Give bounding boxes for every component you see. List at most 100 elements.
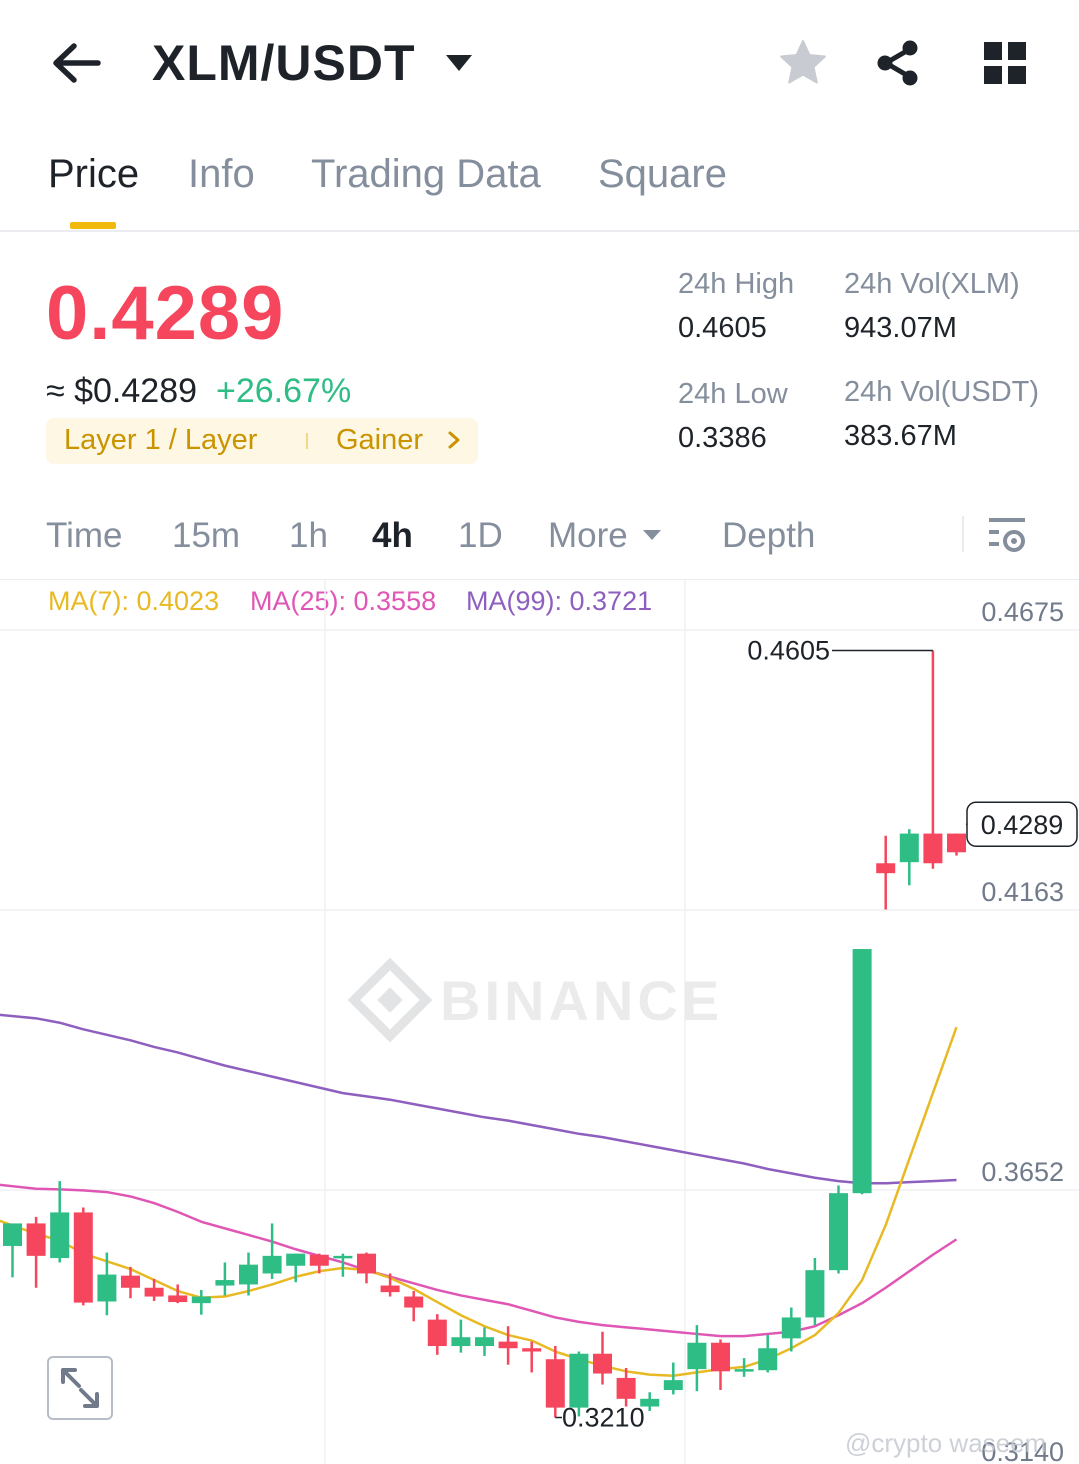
expand-icon — [61, 1368, 99, 1408]
ma99-line — [0, 1013, 957, 1185]
candle-body-up — [781, 1317, 801, 1339]
tab-square[interactable]: Square — [598, 152, 727, 196]
tag-gainer-label: Gainer — [336, 424, 424, 456]
candle-body-up — [899, 833, 919, 863]
volume-base-value: 943.07M — [844, 312, 957, 344]
candle-body-up — [3, 1223, 22, 1246]
chart-settings-icon[interactable] — [986, 514, 1028, 556]
grid-icon[interactable] — [984, 42, 1026, 84]
depth-tab[interactable]: Depth — [722, 516, 816, 555]
candle-body-up — [805, 1270, 825, 1318]
interval-1h[interactable]: 1h — [289, 516, 328, 555]
tab-bar: Price Info Trading Data Square — [0, 140, 1079, 232]
price-axis-tick: 0.4163 — [981, 877, 1064, 907]
candle-body-down — [876, 863, 896, 874]
candle-body-up — [333, 1255, 353, 1259]
candle-body-up — [451, 1337, 471, 1347]
price-axis-tick: 0.3652 — [981, 1157, 1064, 1187]
candle-body-up — [286, 1253, 306, 1266]
candle-body-down — [26, 1223, 46, 1256]
price-axis-tick: 0.4675 — [981, 597, 1064, 627]
candle-body-down — [404, 1296, 424, 1308]
candle-body-up — [687, 1342, 707, 1370]
candles — [3, 650, 966, 1418]
candle-body-up — [191, 1296, 211, 1304]
interval-time[interactable]: Time — [46, 516, 123, 555]
ma7-line — [0, 1026, 958, 1377]
interval-4h[interactable]: 4h — [372, 516, 413, 555]
star-icon[interactable] — [778, 38, 828, 88]
candle-body-up — [734, 1369, 754, 1372]
candle-body-up — [852, 949, 872, 1194]
candle-body-down — [498, 1341, 518, 1349]
candle-body-up — [215, 1280, 235, 1286]
chart-watermark-text: BINANCE — [440, 969, 723, 1032]
candle-body-down — [73, 1212, 93, 1303]
candle-body-down — [380, 1285, 400, 1293]
candle-body-down — [309, 1254, 329, 1266]
interval-divider — [962, 516, 964, 552]
candle-body-up — [239, 1264, 258, 1285]
tag-divider — [306, 433, 308, 449]
volume-quote-value: 383.67M — [844, 420, 957, 452]
candle-body-down — [545, 1359, 565, 1408]
candle-body-up — [663, 1380, 683, 1391]
candle-body-up — [640, 1398, 660, 1407]
usd-price: ≈ $0.4289 — [46, 372, 198, 410]
ma7-label: MA(7): 0.4023 — [48, 586, 220, 616]
tab-info[interactable]: Info — [188, 152, 255, 196]
tab-price[interactable]: Price — [48, 152, 140, 196]
chevron-right-icon — [448, 431, 460, 449]
corner-watermark: @crypto waseem — [845, 1428, 1047, 1458]
interval-more[interactable]: More — [548, 516, 628, 555]
low-marker-label: 0.3210 — [562, 1403, 645, 1433]
candle-body-down — [427, 1319, 447, 1347]
candle-body-up — [475, 1337, 494, 1347]
volume-quote-label: 24h Vol(USDT) — [844, 376, 1040, 408]
high-label: 24h High — [678, 268, 795, 300]
tag-category-label: Layer 1 / Layer — [64, 424, 258, 456]
high-value: 0.4605 — [678, 312, 767, 344]
high-marker-label: 0.4605 — [747, 635, 830, 665]
candle-body-up — [569, 1353, 589, 1408]
pair-title[interactable]: XLM/USDT — [152, 35, 416, 91]
share-icon[interactable] — [874, 38, 924, 88]
caret-down-icon[interactable] — [642, 528, 662, 542]
ma99-label: MA(99): 0.3721 — [466, 586, 653, 616]
candle-body-down — [144, 1287, 164, 1297]
candle-body-down — [616, 1377, 636, 1399]
candle-body-down — [593, 1353, 612, 1374]
back-arrow-icon[interactable] — [50, 40, 102, 86]
ma25-label: MA(25): 0.3558 — [250, 586, 437, 616]
last-price: 0.4289 — [46, 271, 285, 356]
candle-body-up — [758, 1348, 778, 1371]
candle-body-down — [711, 1342, 730, 1372]
price-markers: 0.4605 0.3210 0.4289 — [555, 635, 1078, 1433]
price-axis: 0.4675 0.4163 0.3652 0.3140 — [981, 597, 1064, 1464]
low-label: 24h Low — [678, 378, 788, 410]
volume-base-label: 24h Vol(XLM) — [844, 268, 1020, 300]
current-price-label: 0.4289 — [981, 810, 1064, 840]
top-bar: XLM/USDT — [0, 0, 1079, 130]
ma-legend: MA(7): 0.4023 MA(25): 0.3558 MA(99): 0.3… — [0, 580, 1079, 630]
candle-body-up — [50, 1212, 70, 1259]
price-change-percent: +26.67% — [216, 372, 352, 410]
interval-1d[interactable]: 1D — [458, 516, 503, 555]
price-axis-tick: 0.3140 — [981, 1437, 1064, 1464]
expand-chart-button[interactable] — [47, 1356, 113, 1420]
caret-down-icon[interactable] — [444, 52, 474, 74]
candle-body-down — [522, 1348, 542, 1352]
interval-15m[interactable]: 15m — [172, 516, 241, 555]
current-price-box — [966, 801, 1078, 847]
candle-body-down — [121, 1275, 140, 1288]
active-tab-indicator — [70, 222, 116, 229]
candle-body-down — [168, 1295, 188, 1303]
tab-trading-data[interactable]: Trading Data — [311, 152, 541, 196]
ma-lines — [0, 1013, 958, 1377]
interval-bar: Time 15m 1h 4h 1D More Depth — [0, 500, 1079, 580]
candle-body-down — [357, 1253, 376, 1274]
candle-body-down — [947, 833, 966, 853]
category-tag[interactable]: Layer 1 / Layer Gainer — [46, 418, 478, 464]
candle-body-down — [923, 833, 943, 864]
